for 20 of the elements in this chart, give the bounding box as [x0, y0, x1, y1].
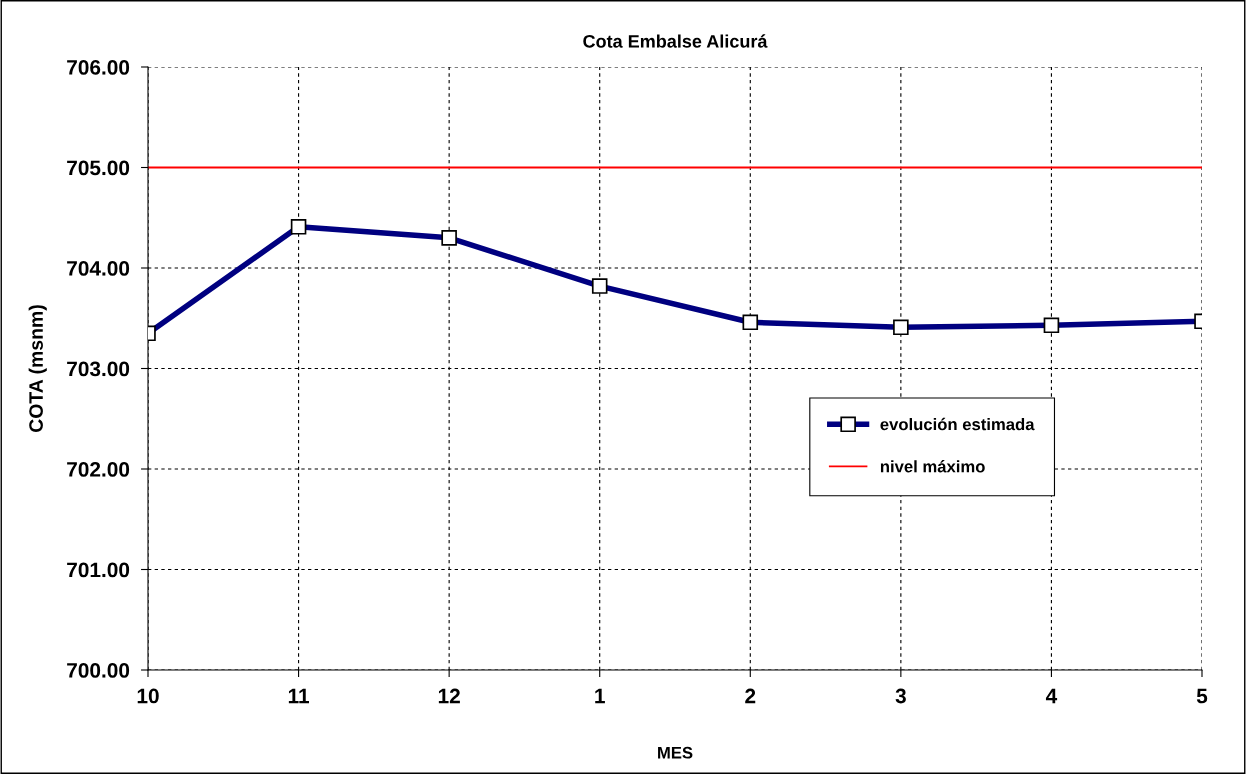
x-tick-label: 3 — [895, 688, 906, 704]
y-axis-title: COTA (msnm) — [28, 305, 47, 432]
x-tick-label: 11 — [288, 688, 310, 704]
x-tick-label: 2 — [745, 688, 756, 704]
x-tick-label: 4 — [1045, 688, 1058, 704]
chart-title: Cota Embalse Alicurá — [583, 34, 768, 48]
x-tick-label: 5 — [1196, 688, 1208, 704]
legend-label: evolución estimada — [880, 417, 1035, 431]
y-tick-label: 706.00 — [67, 60, 130, 75]
y-tick-label: 704.00 — [67, 261, 130, 276]
y-tick-label: 700.00 — [67, 663, 130, 678]
x-tick-label: 1 — [595, 688, 605, 704]
x-tick-label: 10 — [137, 688, 159, 704]
y-tick-label: 701.00 — [67, 562, 130, 578]
y-tick-label: 705.00 — [67, 160, 130, 176]
x-tick-label: 12 — [438, 688, 460, 704]
x-axis-title: MES — [658, 746, 693, 759]
legend-label: nivel máximo — [880, 460, 985, 473]
y-tick-label: 702.00 — [67, 462, 130, 477]
y-tick-label: 703.00 — [67, 361, 130, 377]
